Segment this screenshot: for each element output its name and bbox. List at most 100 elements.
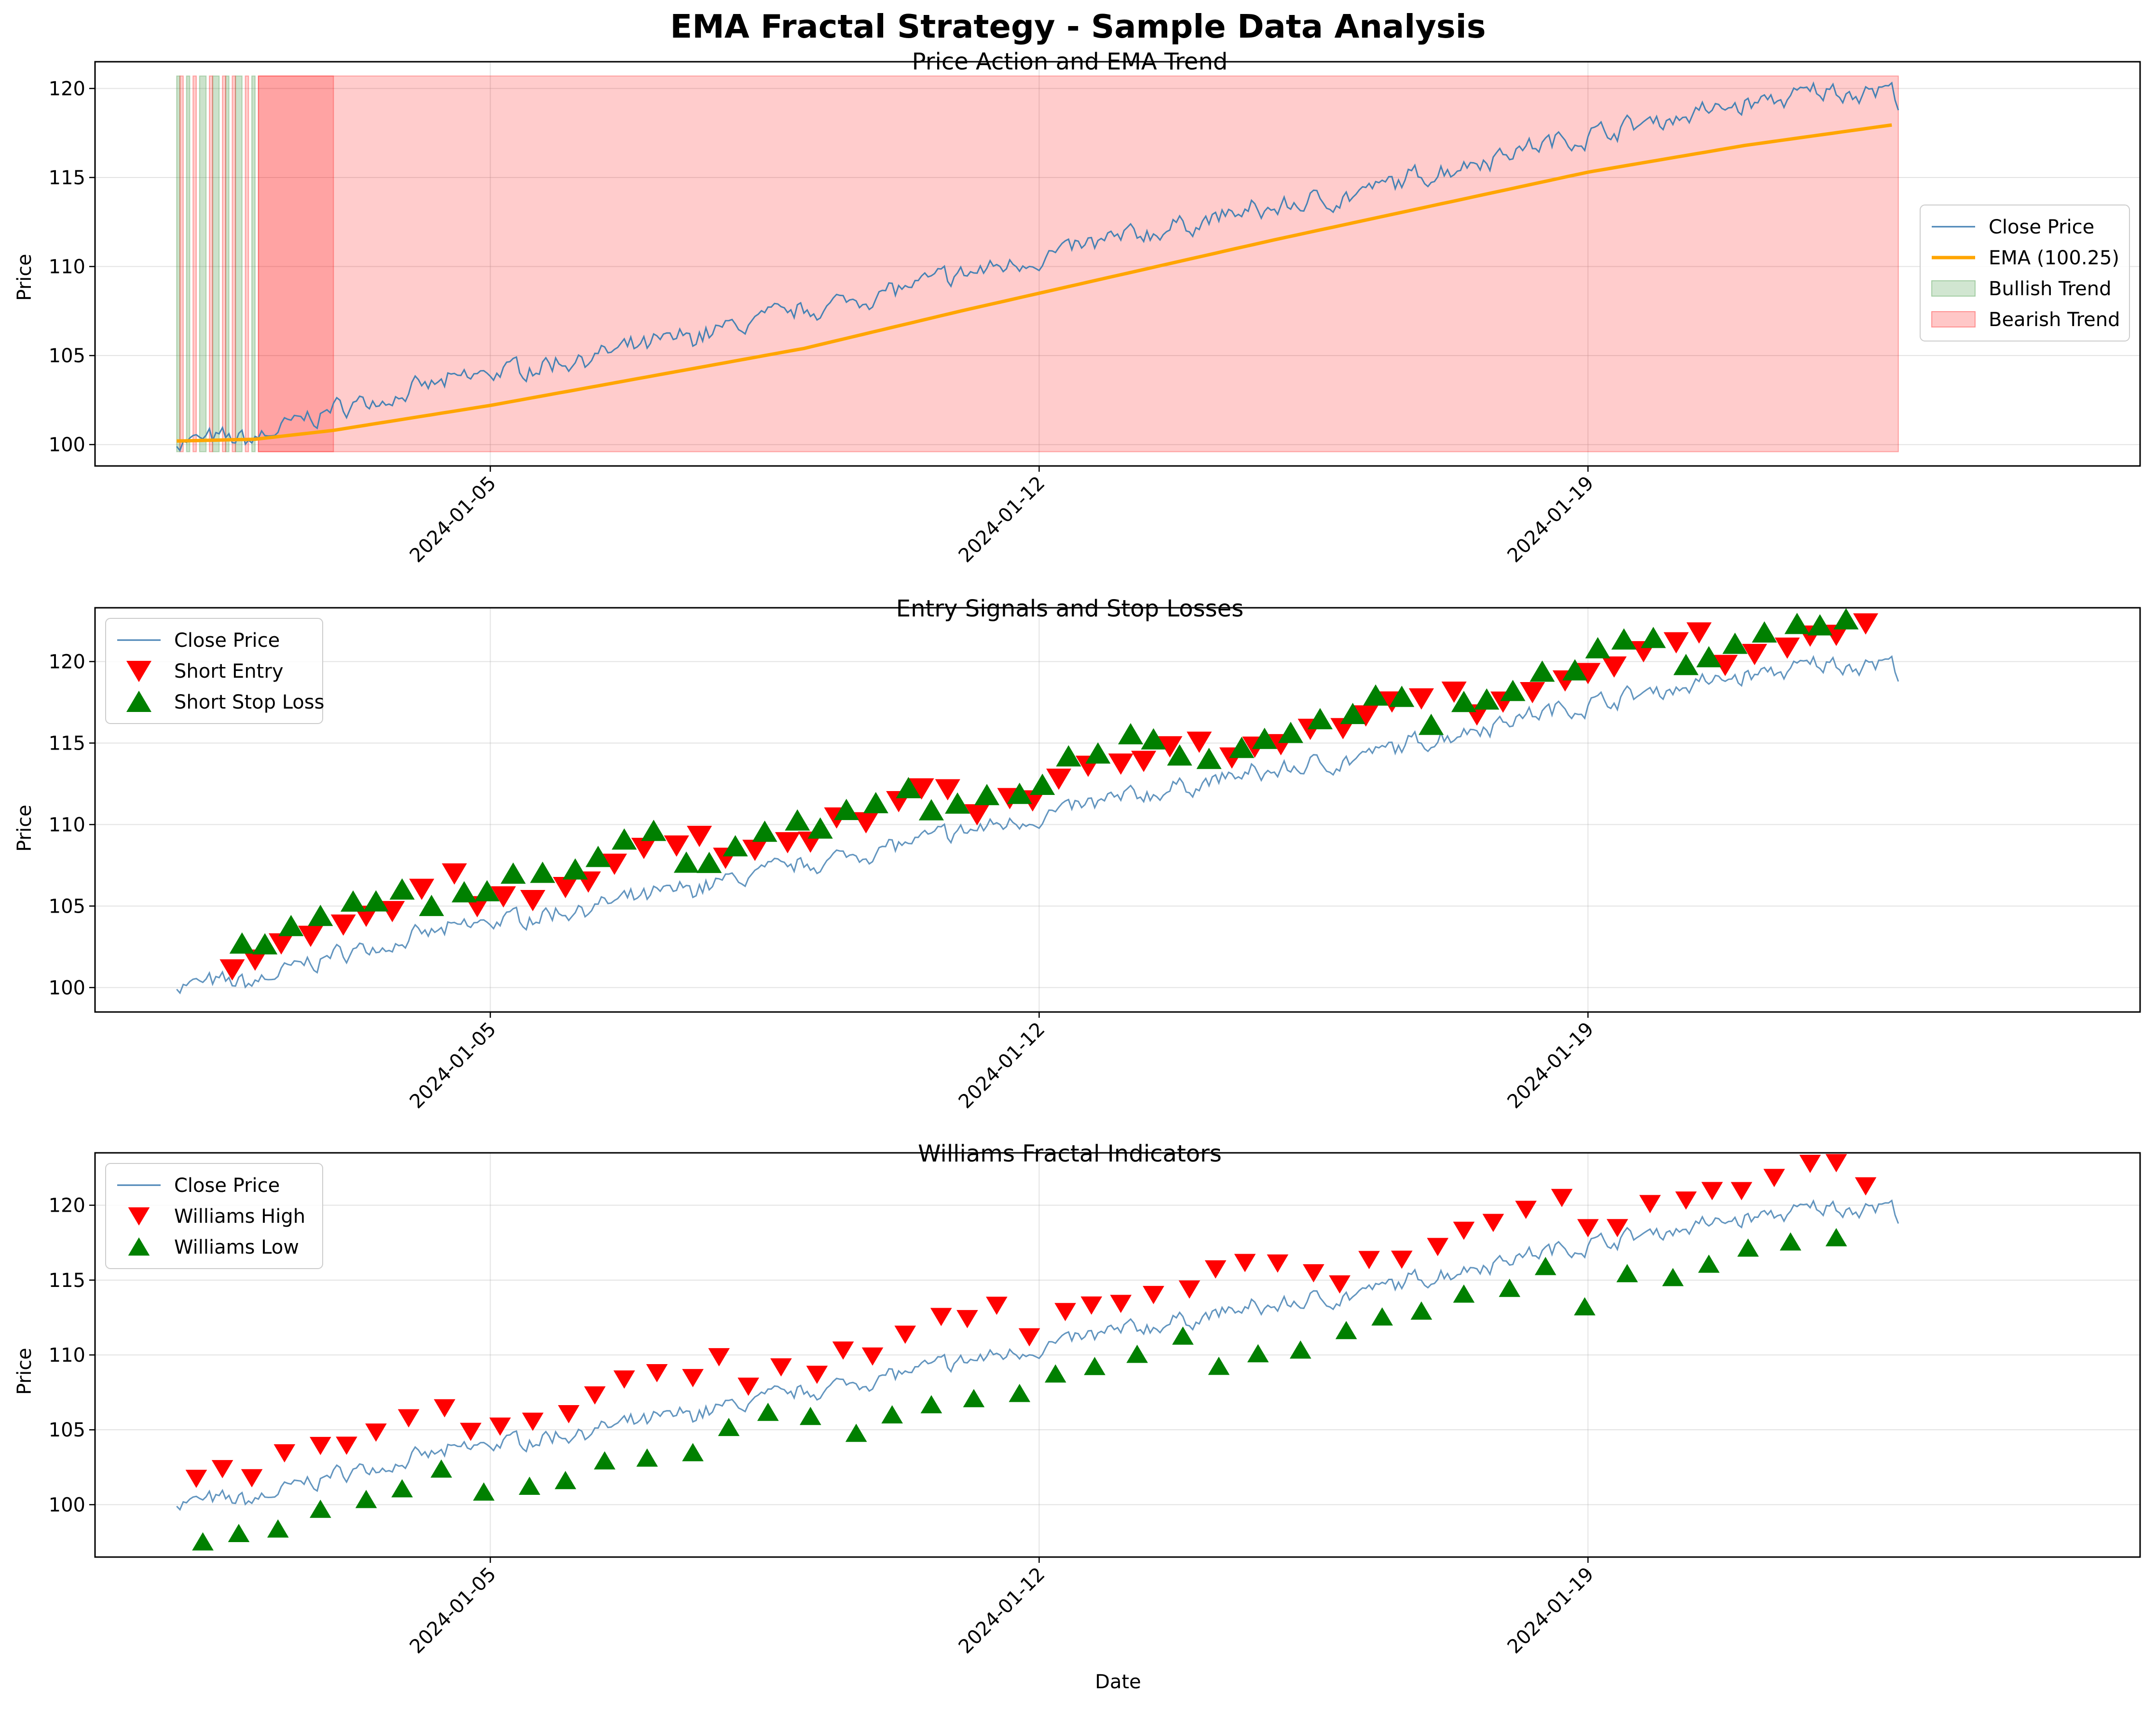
up-marker xyxy=(391,1479,413,1498)
down-marker xyxy=(1601,656,1627,678)
up-marker xyxy=(1673,654,1699,675)
up-marker xyxy=(1833,608,1859,629)
legend-label: Bearish Trend xyxy=(1989,309,2120,331)
down-marker xyxy=(1303,1264,1324,1283)
down-marker xyxy=(242,949,268,971)
up-marker xyxy=(1208,1356,1230,1375)
panel1-trend-bands xyxy=(176,75,1899,452)
up-marker xyxy=(1118,723,1144,745)
legend-label: Close Price xyxy=(174,1175,280,1197)
y-tick-label: 105 xyxy=(49,345,85,367)
bullish-band xyxy=(199,75,207,452)
up-marker xyxy=(1825,1228,1847,1246)
down-marker xyxy=(861,1347,884,1366)
down-marker xyxy=(909,778,934,800)
down-marker xyxy=(1131,751,1157,772)
close-price-line xyxy=(176,81,1899,452)
bearish-band xyxy=(232,75,236,452)
legend-label: EMA (100.25) xyxy=(1989,247,2119,269)
down-marker xyxy=(1408,688,1434,710)
legend-label: Bullish Trend xyxy=(1989,278,2112,300)
down-marker xyxy=(336,1436,357,1455)
y-tick-label: 115 xyxy=(49,732,85,754)
panel1-ylabel: Price xyxy=(14,254,36,301)
up-marker xyxy=(229,932,255,954)
down-marker xyxy=(1018,1328,1040,1347)
down-marker xyxy=(1712,655,1738,676)
down-marker xyxy=(1551,1189,1573,1207)
legend-swatch-marker xyxy=(126,661,152,683)
up-marker xyxy=(310,1499,331,1518)
legend-label: Williams High xyxy=(174,1205,305,1228)
up-marker xyxy=(389,878,415,900)
legend-swatch-marker xyxy=(126,690,152,712)
down-marker xyxy=(853,812,879,834)
up-marker xyxy=(1141,728,1166,750)
up-marker xyxy=(696,851,722,873)
y-tick-label: 100 xyxy=(49,1494,85,1516)
up-marker xyxy=(1126,1344,1148,1363)
y-tick-label: 105 xyxy=(49,1419,85,1441)
bearish-band xyxy=(258,75,1899,452)
up-marker xyxy=(267,1519,289,1538)
x-tick-label: 2024-01-12 xyxy=(955,472,1050,567)
up-marker xyxy=(474,880,500,902)
bearish-band xyxy=(179,75,184,452)
bearish-band xyxy=(258,75,334,452)
down-marker xyxy=(185,1469,207,1488)
down-marker xyxy=(219,959,245,981)
down-marker xyxy=(601,853,627,875)
y-tick-label: 100 xyxy=(49,434,85,456)
down-marker xyxy=(806,1366,828,1384)
down-marker xyxy=(1515,1201,1537,1219)
up-marker xyxy=(881,1405,903,1423)
panel-price-ema: Price Action and EMA Trend Price 1001051… xyxy=(14,48,2141,567)
legend-label: Williams Low xyxy=(174,1236,299,1258)
figure-suptitle: EMA Fractal Strategy - Sample Data Analy… xyxy=(670,8,1486,45)
close-price-line xyxy=(176,655,1899,995)
figure-xlabel: Date xyxy=(1095,1671,1141,1693)
up-marker xyxy=(1737,1238,1759,1257)
up-marker xyxy=(1084,1356,1105,1375)
panel2-series xyxy=(176,608,1899,995)
up-marker xyxy=(920,1395,942,1414)
up-marker xyxy=(562,858,588,880)
down-marker xyxy=(646,1364,668,1382)
down-marker xyxy=(1701,1182,1723,1201)
x-tick-label: 2024-01-05 xyxy=(406,1563,501,1658)
down-marker xyxy=(397,1409,420,1428)
down-marker xyxy=(1187,731,1212,753)
up-marker xyxy=(419,894,444,916)
up-marker xyxy=(363,890,389,912)
down-marker xyxy=(1329,1275,1351,1294)
legend-label: Short Stop Loss xyxy=(174,691,324,713)
bullish-band xyxy=(251,75,256,452)
down-marker xyxy=(1853,613,1879,635)
down-marker xyxy=(1178,1280,1201,1299)
down-marker xyxy=(1520,682,1545,704)
legend-box xyxy=(1920,205,2130,342)
up-marker xyxy=(473,1482,495,1501)
down-marker xyxy=(1427,1238,1449,1257)
panel-williams-fractals: Williams Fractal Indicators Price 100 105… xyxy=(14,1140,2141,1658)
bullish-band xyxy=(225,75,230,452)
up-marker xyxy=(896,777,921,798)
up-marker xyxy=(945,792,970,814)
panel3-title: Williams Fractal Indicators xyxy=(918,1140,1222,1167)
down-marker xyxy=(1731,1182,1752,1201)
bearish-band xyxy=(192,75,197,452)
down-marker xyxy=(930,1308,952,1326)
panel3-ylabel: Price xyxy=(14,1348,36,1395)
up-marker xyxy=(757,1403,779,1421)
panel1-grid xyxy=(95,62,2140,466)
down-marker xyxy=(613,1370,635,1389)
up-marker xyxy=(1696,646,1721,668)
up-marker xyxy=(1085,742,1111,764)
x-tick-label: 2024-01-05 xyxy=(406,1018,501,1113)
down-marker xyxy=(664,835,689,857)
down-marker xyxy=(241,1469,263,1488)
down-marker xyxy=(986,1297,1008,1315)
up-marker xyxy=(1616,1264,1638,1283)
legend-swatch-band xyxy=(1931,280,1976,297)
panel2-grid xyxy=(95,608,2140,1012)
